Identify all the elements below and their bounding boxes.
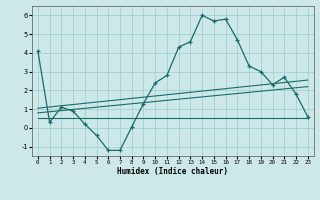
X-axis label: Humidex (Indice chaleur): Humidex (Indice chaleur) xyxy=(117,167,228,176)
